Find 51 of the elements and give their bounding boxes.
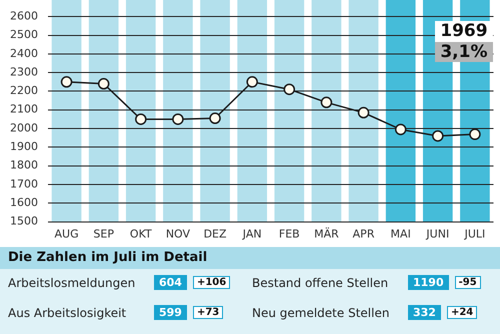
point [60, 76, 72, 88]
x-tick-label: JAN [242, 227, 262, 240]
annotation: 3,1% [434, 42, 493, 62]
y-tick-label: 1900 [10, 140, 38, 154]
y-tick-label: 2000 [10, 121, 38, 134]
text: Aus Arbeitslosigkeit [8, 306, 128, 320]
point [209, 112, 221, 124]
x-tick-label: MAI [390, 227, 411, 240]
x-tick-label: AUG [54, 227, 79, 240]
point [358, 106, 370, 118]
point [394, 124, 406, 136]
point [246, 76, 258, 88]
point [320, 96, 332, 108]
x-tick-label: MÄR [314, 226, 340, 240]
text: 332 [408, 305, 441, 320]
text: 604 [154, 275, 187, 290]
text: Bestand offene Stellen [252, 276, 390, 290]
point [469, 128, 481, 140]
y-tick-label: 1600 [10, 196, 38, 210]
text: 599 [154, 305, 187, 320]
x-tick-label: DEZ [204, 227, 227, 240]
text: +106 [192, 276, 230, 289]
x-tick-label: JULI [464, 227, 486, 240]
y-tick-label: 2200 [10, 84, 38, 98]
text: +73 [192, 306, 224, 319]
y-tick-label: 1700 [10, 177, 38, 190]
text: +24 [446, 306, 478, 319]
y-tick-label: 2100 [10, 102, 38, 116]
point [135, 113, 147, 125]
x-tick-label: NOV [166, 227, 191, 240]
y-tick-label: 2300 [10, 65, 38, 78]
text: -95 [454, 276, 481, 289]
x-tick-label: OKT [130, 227, 152, 240]
point [98, 78, 110, 90]
text: Neu gemeldete Stellen [252, 306, 390, 320]
text: Arbeitslosmeldungen [8, 276, 136, 290]
y-tick-label: 1500 [10, 214, 38, 228]
text: 1190 [408, 275, 449, 290]
x-tick-label: FEB [278, 227, 300, 240]
x-tick-label: JUNI [425, 227, 450, 240]
y-tick-label: 2600 [10, 9, 38, 22]
x-tick-label: APR [352, 227, 375, 240]
y-tick-label: 2500 [10, 28, 38, 42]
y-tick-label: 1800 [10, 158, 38, 172]
annotation: 1969 [434, 20, 493, 42]
point [172, 113, 184, 125]
x-tick-label: SEP [93, 227, 114, 240]
text: Die Zahlen im Juli im Detail [0, 247, 500, 269]
y-tick-label: 2400 [10, 46, 38, 60]
point [284, 84, 296, 96]
point [432, 130, 444, 142]
